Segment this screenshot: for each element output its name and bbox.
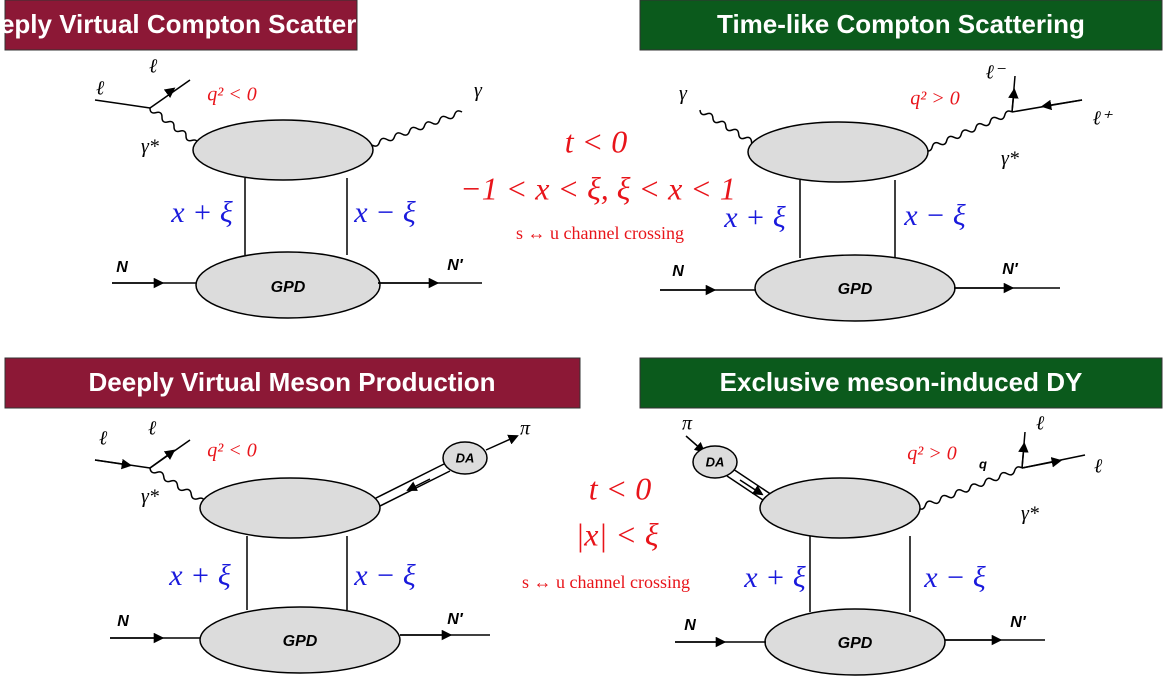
- label: GPD: [838, 635, 873, 652]
- label: q² > 0: [907, 443, 957, 465]
- photon: [924, 110, 1013, 152]
- label: γ*: [141, 136, 159, 158]
- label: γ*: [1001, 148, 1019, 170]
- crossing-text: s ↔ u channel crossing: [522, 572, 690, 592]
- label: q: [979, 456, 987, 471]
- title-box: [639, 0, 1163, 51]
- label: GPD: [838, 281, 873, 298]
- label: ℓ: [148, 418, 157, 440]
- crossing-text: −1 < x < ξ, ξ < x < 1: [460, 170, 736, 206]
- panel-title: Deeply Virtual Compton Scattering: [0, 9, 395, 39]
- arrow: [149, 449, 176, 469]
- label: q² < 0: [207, 84, 257, 106]
- label: ℓ: [96, 78, 105, 100]
- label: DA: [456, 450, 475, 465]
- panel-title: Time-like Compton Scattering: [717, 9, 1085, 39]
- label: N′: [1010, 614, 1027, 631]
- title-box: [4, 357, 581, 409]
- arrow: [163, 87, 176, 98]
- label: x + ξ: [170, 196, 233, 229]
- label: γ*: [1021, 503, 1039, 525]
- da-blob: [692, 445, 738, 479]
- label: x − ξ: [353, 196, 416, 229]
- photon: [149, 467, 206, 504]
- gpd-blob: [199, 606, 401, 674]
- label: ℓ⁻: [986, 62, 1006, 84]
- label: π: [520, 418, 531, 440]
- crossing-text: t < 0: [565, 123, 627, 159]
- blob: [192, 119, 374, 181]
- arrow: [1018, 441, 1029, 469]
- crossing-text: |x| < ξ: [575, 516, 658, 552]
- label: DA: [706, 454, 725, 469]
- label: N: [116, 259, 128, 276]
- photon: [149, 107, 199, 146]
- label: x − ξ: [903, 199, 966, 232]
- label: GPD: [283, 633, 318, 650]
- blob: [747, 121, 929, 183]
- label: N′: [1002, 261, 1019, 278]
- panel-title: Exclusive meson-induced DY: [720, 367, 1083, 397]
- label: γ*: [141, 486, 159, 508]
- label: γ: [474, 80, 483, 102]
- arrow: [1008, 87, 1019, 113]
- label: γ: [679, 83, 688, 105]
- photon: [699, 109, 759, 148]
- label: x + ξ: [168, 559, 231, 592]
- blob: [759, 477, 921, 539]
- label: GPD: [271, 279, 306, 296]
- label: x − ξ: [353, 559, 416, 592]
- blob: [199, 477, 381, 539]
- lepton-line: [94, 99, 151, 109]
- title-box: [639, 357, 1163, 409]
- panel-title: Deeply Virtual Meson Production: [89, 367, 496, 397]
- label: N: [672, 263, 684, 280]
- label: ℓ: [1094, 456, 1103, 478]
- meson-line: [371, 462, 447, 501]
- label: ℓ: [99, 428, 108, 450]
- lepton-line: [149, 79, 191, 109]
- arrow: [406, 478, 431, 491]
- label: x + ξ: [723, 201, 786, 234]
- photon: [371, 110, 463, 147]
- arrow: [485, 434, 519, 451]
- label: x + ξ: [743, 561, 806, 594]
- da-blob: [442, 441, 488, 475]
- label: π: [682, 413, 693, 435]
- label: N′: [447, 257, 464, 274]
- label: N: [684, 617, 696, 634]
- arrow: [1021, 457, 1063, 469]
- photon: [917, 466, 1023, 510]
- label: N: [117, 613, 129, 630]
- label: N′: [447, 611, 464, 628]
- arrow: [94, 458, 133, 470]
- label: ℓ⁺: [1093, 108, 1113, 130]
- crossing-text: s ↔ u channel crossing: [516, 223, 684, 243]
- label: ℓ: [1036, 413, 1045, 435]
- label: q² < 0: [207, 440, 257, 462]
- arrow: [739, 479, 764, 496]
- meson-line: [375, 470, 451, 509]
- arrow: [685, 435, 706, 453]
- arrow: [1040, 99, 1083, 111]
- label: x − ξ: [923, 561, 986, 594]
- crossing-text: t < 0: [589, 470, 651, 506]
- title-box: [4, 0, 358, 51]
- label: q² > 0: [910, 88, 960, 110]
- label: ℓ: [149, 56, 158, 78]
- gpd-blob: [195, 251, 381, 319]
